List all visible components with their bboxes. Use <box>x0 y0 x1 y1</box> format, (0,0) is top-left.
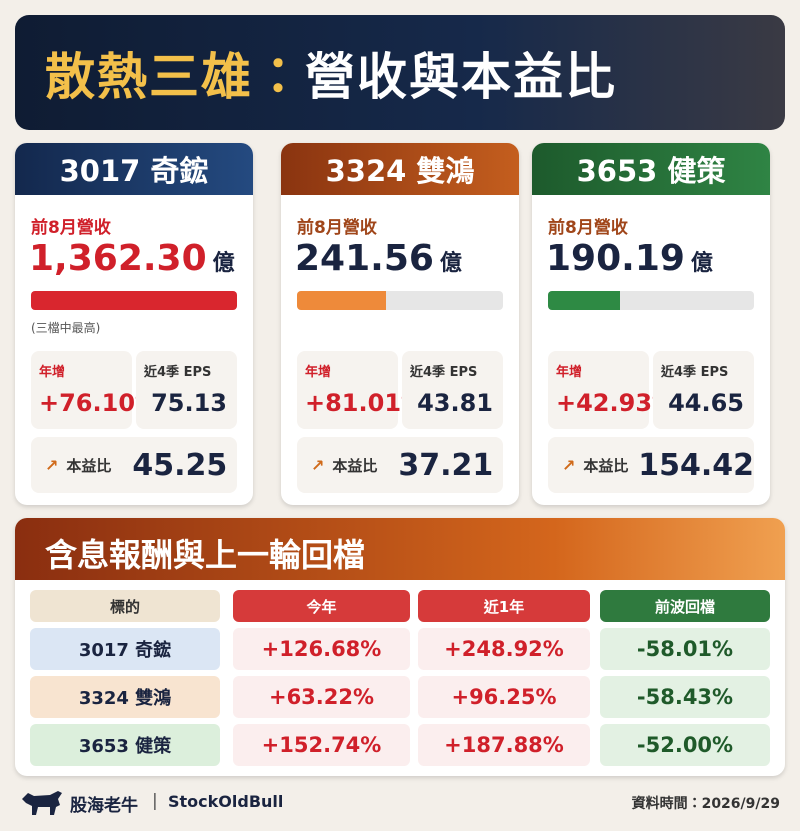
column-header: 標的 <box>30 590 220 622</box>
returns-title: 含息報酬與上一輪回檔 <box>15 518 785 580</box>
eps-value: 75.13 <box>151 389 227 417</box>
revenue-label: 前8月營收 <box>297 218 377 238</box>
divider: | <box>152 791 158 811</box>
return-value: -58.01% <box>600 628 770 670</box>
return-value: +187.88% <box>418 724 590 766</box>
pe-label: 本益比 <box>332 456 378 475</box>
revenue-unit: 億 <box>439 251 462 276</box>
pe-box: ↗ 本益比 37.21 <box>297 437 503 493</box>
revenue-bar <box>548 291 621 310</box>
revenue-unit: 億 <box>690 251 713 276</box>
row-label: 3324 雙鴻 <box>30 676 220 718</box>
column-header: 前波回檔 <box>600 590 770 622</box>
pe-box: ↗ 本益比 154.42 <box>548 437 754 493</box>
revenue-value: 1,362.30 <box>29 238 207 279</box>
row-label: 3017 奇鋐 <box>30 628 220 670</box>
handle: StockOldBull <box>168 792 284 811</box>
column-header: 近1年 <box>418 590 590 622</box>
return-value: -52.00% <box>600 724 770 766</box>
yoy-box: 年增 +81.01% <box>297 351 425 429</box>
yoy-box: 年增 +42.93% <box>548 351 676 429</box>
return-value: +152.74% <box>233 724 410 766</box>
return-value: -58.43% <box>600 676 770 718</box>
date: 資料時間：2026/9/29 <box>631 796 780 812</box>
yoy-box: 年增 +76.10% <box>31 351 159 429</box>
eps-box: 近4季 EPS 75.13 <box>136 351 237 429</box>
yoy-label: 年增 <box>305 365 332 380</box>
revenue-line: 1,362.30 億 <box>29 238 235 279</box>
revenue-bar-track <box>297 291 503 310</box>
eps-box: 近4季 EPS 43.81 <box>402 351 503 429</box>
card-header: 3017 奇鋐 <box>15 143 253 195</box>
revenue-value: 241.56 <box>295 238 434 279</box>
yoy-label: 年增 <box>39 365 66 380</box>
return-value: +96.25% <box>418 676 590 718</box>
pe-label: 本益比 <box>66 456 112 475</box>
return-value: +248.92% <box>418 628 590 670</box>
eps-label: 近4季 EPS <box>661 365 729 380</box>
column-header: 今年 <box>233 590 410 622</box>
pe-box: ↗ 本益比 45.25 <box>31 437 237 493</box>
bull-icon <box>22 791 62 815</box>
revenue-bar-track <box>548 291 754 310</box>
eps-box: 近4季 EPS 44.65 <box>653 351 754 429</box>
stock-card: 3653 健策前8月營收 190.19 億年增 +42.93% 近4季 EPS 44.65… <box>532 143 770 505</box>
revenue-line: 241.56 億 <box>295 238 462 279</box>
brand: 股海老牛 <box>70 796 138 816</box>
revenue-label: 前8月營收 <box>548 218 628 238</box>
row-label: 3653 健策 <box>30 724 220 766</box>
revenue-unit: 億 <box>212 251 235 276</box>
footer: 股海老牛 | StockOldBull 資料時間：2026/9/29 <box>20 785 780 821</box>
revenue-line: 190.19 億 <box>546 238 713 279</box>
revenue-note: (三檔中最高) <box>31 321 101 335</box>
pe-icon: ↗ <box>311 455 325 475</box>
title-gold: 散熱三雄： <box>45 47 305 106</box>
pe-icon: ↗ <box>45 455 59 475</box>
pe-icon: ↗ <box>562 455 576 475</box>
revenue-value: 190.19 <box>546 238 685 279</box>
pe-value: 154.42 <box>638 447 754 483</box>
pe-value: 45.25 <box>132 447 228 483</box>
returns-panel: 含息報酬與上一輪回檔 標的 今年 近1年 前波回檔 3017 奇鋐 +126.68% +24… <box>15 518 785 776</box>
revenue-bar <box>297 291 386 310</box>
title-banner: 散熱三雄： 營收與本益比 <box>15 15 785 130</box>
eps-value: 43.81 <box>417 389 493 417</box>
revenue-label: 前8月營收 <box>31 218 111 238</box>
revenue-bar-track <box>31 291 237 310</box>
stock-card: 3324 雙鴻前8月營收 241.56 億年增 +81.01% 近4季 EPS 43.81… <box>281 143 519 505</box>
revenue-bar <box>31 291 237 310</box>
title-white: 營收與本益比 <box>305 47 617 106</box>
return-value: +126.68% <box>233 628 410 670</box>
eps-label: 近4季 EPS <box>144 365 212 380</box>
eps-label: 近4季 EPS <box>410 365 478 380</box>
yoy-label: 年增 <box>556 365 583 380</box>
card-header: 3653 健策 <box>532 143 770 195</box>
return-value: +63.22% <box>233 676 410 718</box>
pe-label: 本益比 <box>583 456 629 475</box>
stock-card: 3017 奇鋐前8月營收 1,362.30 億 (三檔中最高) 年增 +76.10% 近4季… <box>15 143 253 505</box>
eps-value: 44.65 <box>668 389 744 417</box>
card-header: 3324 雙鴻 <box>281 143 519 195</box>
pe-value: 37.21 <box>398 447 494 483</box>
